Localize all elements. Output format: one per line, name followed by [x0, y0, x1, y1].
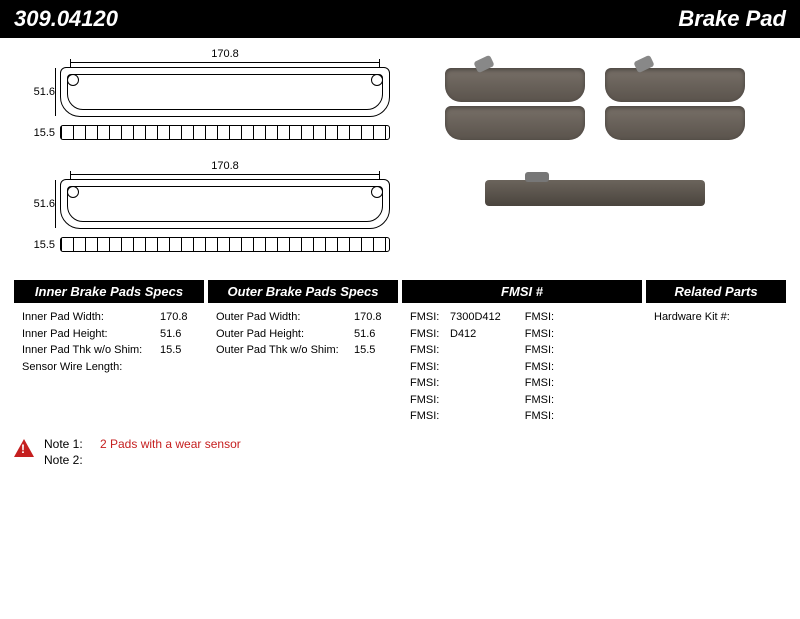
- product-photos: [410, 48, 780, 272]
- header-bar: 309.04120 Brake Pad: [0, 0, 800, 38]
- fmsi-header: FMSI #: [402, 280, 642, 303]
- notes-section: Note 1: 2 Pads with a wear sensor Note 2…: [14, 437, 786, 467]
- inner-specs-header: Inner Brake Pads Specs: [14, 280, 204, 303]
- warning-icon: [14, 439, 34, 457]
- pad-drawing-2: 170.8 51.6 15.5: [20, 160, 390, 252]
- fmsi-label: FMSI:: [525, 375, 559, 392]
- fmsi-label: FMSI:: [410, 375, 444, 392]
- part-number: 309.04120: [14, 6, 118, 32]
- pad-outline-1: 51.6: [60, 67, 390, 117]
- dim-width-2: 170.8: [60, 160, 390, 172]
- outer-specs-col: Outer Brake Pads Specs Outer Pad Width:1…: [208, 280, 398, 431]
- outer-specs-header: Outer Brake Pads Specs: [208, 280, 398, 303]
- spec-label: Sensor Wire Length:: [22, 359, 160, 376]
- fmsi-label: FMSI:: [410, 309, 444, 326]
- dim-height-1: 51.6: [23, 86, 55, 98]
- spec-value: [742, 309, 778, 326]
- related-header: Related Parts: [646, 280, 786, 303]
- fmsi-label: FMSI:: [525, 326, 559, 343]
- note1-text: 2 Pads with a wear sensor: [100, 437, 241, 451]
- note1-label: Note 1:: [44, 437, 92, 451]
- fmsi-col: FMSI # FMSI: 7300D412 FMSI: D412 FMSI: FMS…: [402, 280, 642, 431]
- spec-label: Inner Pad Width:: [22, 309, 160, 326]
- spec-label: Hardware Kit #:: [654, 309, 742, 326]
- spec-value: 15.5: [354, 342, 390, 359]
- fmsi-label: FMSI:: [410, 392, 444, 409]
- fmsi-label: FMSI:: [410, 342, 444, 359]
- related-parts-col: Related Parts Hardware Kit #:: [646, 280, 786, 431]
- photo-row-top: [410, 68, 780, 140]
- spec-label: Inner Pad Height:: [22, 326, 160, 343]
- specs-section: Inner Brake Pads Specs Inner Pad Width:1…: [14, 280, 786, 431]
- fmsi-label: FMSI:: [525, 392, 559, 409]
- spec-value: 15.5: [160, 342, 196, 359]
- fmsi-label: FMSI:: [410, 326, 444, 343]
- spec-label: Outer Pad Thk w/o Shim:: [216, 342, 354, 359]
- inner-specs-col: Inner Brake Pads Specs Inner Pad Width:1…: [14, 280, 204, 431]
- fmsi-label: FMSI:: [410, 408, 444, 425]
- dim-width-1: 170.8: [60, 48, 390, 60]
- photo-side-view: [485, 180, 705, 206]
- fmsi-label: FMSI:: [525, 359, 559, 376]
- pad-side-2: 15.5: [60, 237, 390, 252]
- spec-value: 51.6: [160, 326, 196, 343]
- fmsi-label: FMSI:: [525, 408, 559, 425]
- spec-value: 170.8: [160, 309, 196, 326]
- dim-height-2: 51.6: [23, 198, 55, 210]
- spec-label: Outer Pad Height:: [216, 326, 354, 343]
- dim-thk-2: 15.5: [23, 239, 55, 251]
- spec-label: Outer Pad Width:: [216, 309, 354, 326]
- part-type: Brake Pad: [678, 6, 786, 32]
- technical-drawings: 170.8 51.6 15.5 170.8 51.6: [20, 48, 390, 272]
- spec-label: Inner Pad Thk w/o Shim:: [22, 342, 160, 359]
- spec-value: [160, 359, 196, 376]
- diagrams-area: 170.8 51.6 15.5 170.8 51.6: [0, 38, 800, 272]
- fmsi-label: FMSI:: [525, 309, 559, 326]
- fmsi-value: 7300D412: [450, 309, 501, 326]
- fmsi-label: FMSI:: [525, 342, 559, 359]
- dim-thk-1: 15.5: [23, 127, 55, 139]
- note2-label: Note 2:: [44, 453, 92, 467]
- fmsi-value: D412: [450, 326, 476, 343]
- pad-drawing-1: 170.8 51.6 15.5: [20, 48, 390, 140]
- pad-side-1: 15.5: [60, 125, 390, 140]
- spec-value: 51.6: [354, 326, 390, 343]
- pad-outline-2: 51.6: [60, 179, 390, 229]
- photo-set-1: [445, 68, 585, 140]
- spec-value: 170.8: [354, 309, 390, 326]
- fmsi-label: FMSI:: [410, 359, 444, 376]
- photo-set-2: [605, 68, 745, 140]
